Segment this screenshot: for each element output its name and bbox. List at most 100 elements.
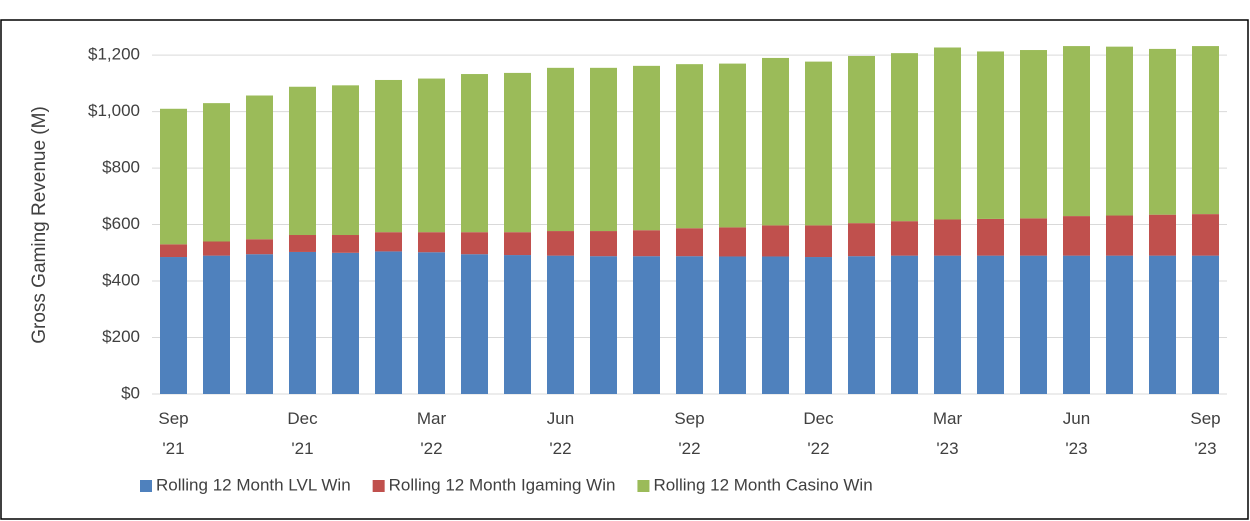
bar-segment [590,67,617,232]
bar-segment [676,228,703,257]
bar-segment [1192,255,1219,394]
bar-segment [719,256,746,394]
bar-segment [891,53,918,222]
bar-segment [762,225,789,257]
bar-segment [375,251,402,394]
bar-segment [934,219,961,256]
bar-segment [1149,48,1176,215]
bar-segment [547,231,574,256]
bar-segment [1063,255,1090,394]
bar-segment [461,232,488,255]
bar-segment [590,256,617,394]
bar-segment [547,67,574,232]
bar-segment [418,232,445,253]
bar-segment [1020,50,1047,219]
bar-segment [246,95,273,240]
bar-segment [504,232,531,256]
bar-segment [805,61,832,226]
x-tick-label: Jun '22 [547,409,574,458]
bar-segment [1192,46,1219,215]
bar-segment [762,256,789,394]
bar-segment [246,254,273,394]
bar-segment [289,251,316,394]
chart-frame [0,19,1249,520]
bar-segment [332,85,359,236]
bar-segment [1149,255,1176,394]
x-tick-label: Mar '23 [933,409,963,458]
x-tick-label: Jun '23 [1063,409,1090,458]
y-tick-label: $1,000 [88,101,140,120]
bar-segment [1192,214,1219,256]
bar-segment [461,74,488,233]
bar-segment [289,235,316,252]
x-tick-label: Sep '22 [674,409,704,458]
bar-segment [203,103,230,242]
legend-swatch [372,480,385,492]
legend-swatch [637,480,650,492]
bar-segment [375,232,402,252]
y-tick-label: $600 [102,214,140,233]
bar-segment [418,78,445,233]
bar-segment [461,254,488,394]
bar-segment [203,255,230,394]
bar-segment [289,86,316,236]
bar-segment [160,257,187,394]
bar-segment [160,244,187,258]
bar-segment [676,256,703,394]
x-tick-label: Sep '21 [158,409,188,458]
bar-segment [160,108,187,245]
x-tick-label: Dec '22 [803,409,834,458]
bar-segment [762,57,789,226]
bar-segment [848,223,875,257]
y-tick-label: $0 [121,383,140,402]
bar-segment [848,55,875,224]
y-tick-label: $800 [102,158,140,177]
legend-swatch [140,480,152,492]
bar-segment [977,51,1004,219]
bar-segment [848,256,875,394]
y-tick-label: $200 [102,327,140,346]
y-tick-label: $400 [102,271,140,290]
bar-segment [246,239,273,255]
bar-segment [1020,255,1047,394]
bar-segment [547,255,574,394]
x-tick-label: Sep '23 [1190,409,1220,458]
bar-segment [676,64,703,229]
bar-segment [504,72,531,233]
bar-segment [1149,214,1176,256]
y-axis-label: Gross Gaming Revenue (M) [29,106,50,344]
legend-label: Rolling 12 Month Igaming Win [389,475,616,494]
bar-segment [1106,46,1133,216]
bar-segment [1020,218,1047,256]
bar-segment [977,218,1004,256]
x-tick-label: Mar '22 [417,409,447,458]
x-tick-label: Dec '21 [287,409,318,458]
bar-segment [934,255,961,394]
bar-segment [418,252,445,394]
bar-segment [891,221,918,256]
legend-label: Rolling 12 Month Casino Win [653,475,872,494]
bar-segment [1063,46,1090,217]
bar-segment [719,63,746,228]
bar-segment [633,230,660,257]
bar-segment [1106,215,1133,256]
legend-label: Rolling 12 Month LVL Win [156,475,351,494]
bar-segment [891,255,918,394]
bar-segment [934,47,961,220]
bar-segment [805,225,832,258]
bar-segment [805,257,832,394]
bar-segment [590,231,617,257]
bar-segment [977,255,1004,394]
bar-segment [375,79,402,233]
bar-segment [633,65,660,231]
bar-segment [504,255,531,394]
bar-segment [203,241,230,256]
bar-segment [332,252,359,394]
bar-segment [719,227,746,257]
bar-segment [633,256,660,394]
bar-segment [332,235,359,253]
y-tick-label: $1,200 [88,45,140,64]
bar-segment [1063,216,1090,256]
bar-segment [1106,255,1133,394]
